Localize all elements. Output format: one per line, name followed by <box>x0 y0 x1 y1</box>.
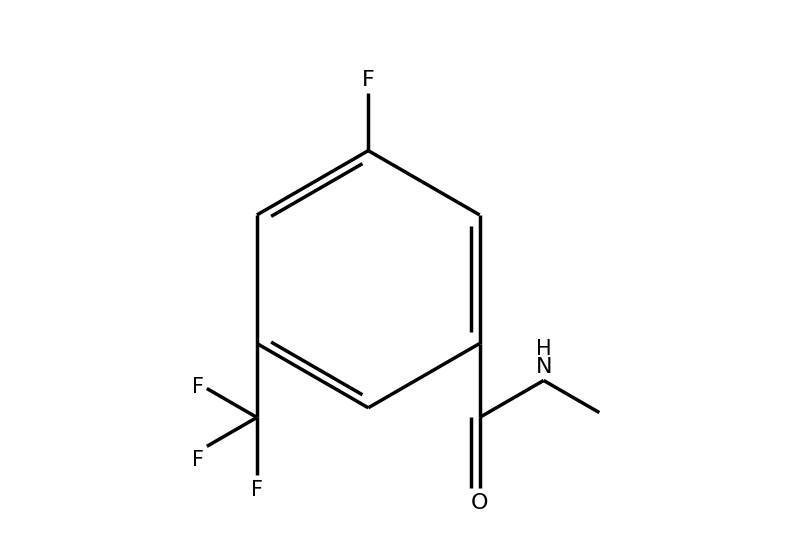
Text: H: H <box>536 339 552 359</box>
Text: F: F <box>251 480 263 500</box>
Text: N: N <box>535 357 552 377</box>
Text: F: F <box>191 449 203 470</box>
Text: F: F <box>191 376 203 396</box>
Text: O: O <box>471 493 489 513</box>
Text: F: F <box>362 70 374 89</box>
